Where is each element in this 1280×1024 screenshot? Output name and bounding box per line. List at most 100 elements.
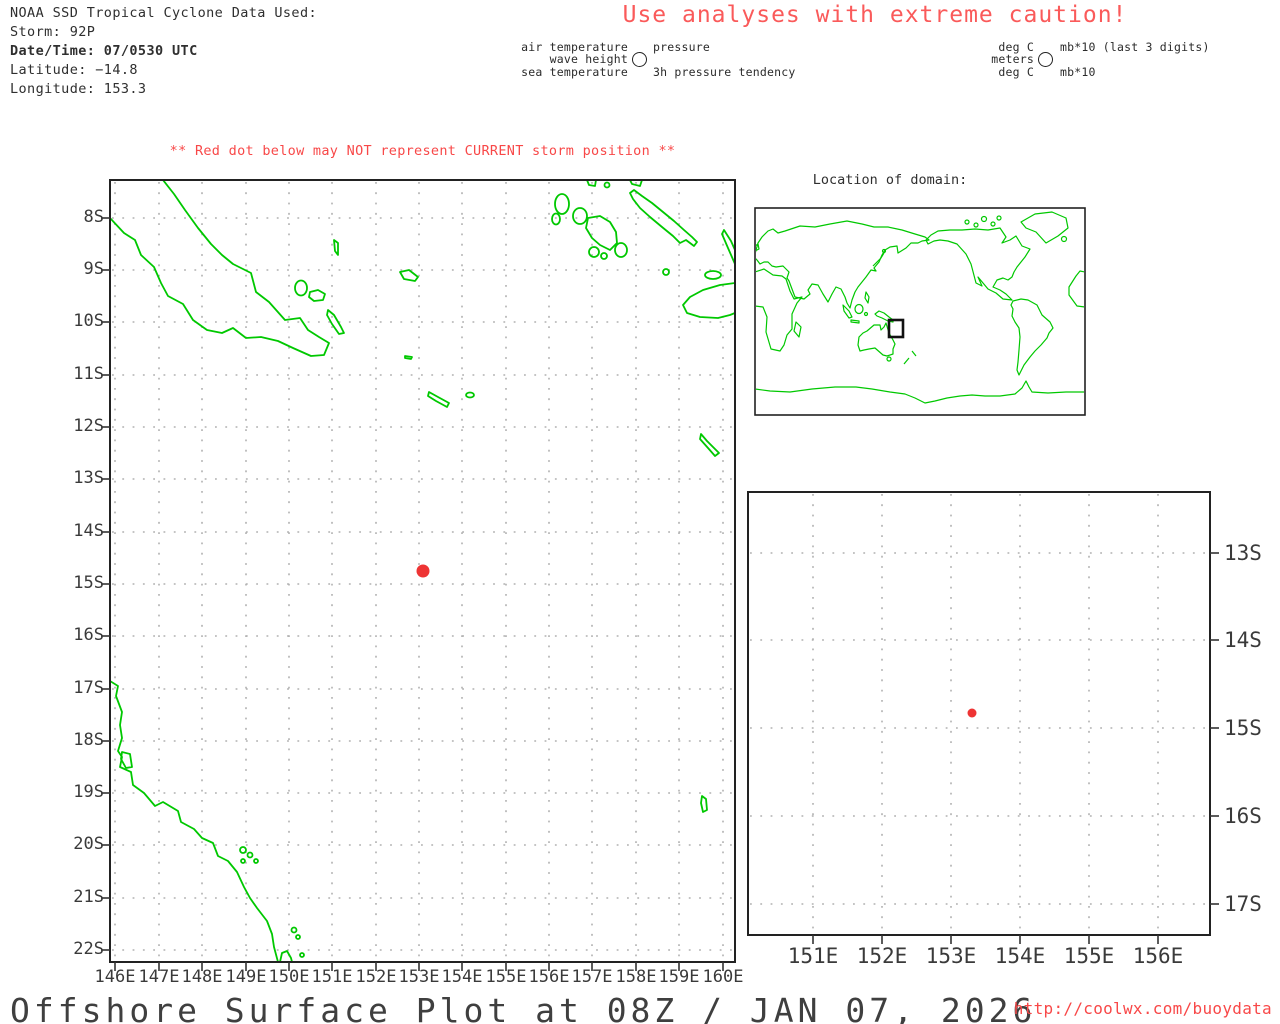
island-fauro [603,181,611,189]
storm-position-dot-main [416,564,430,578]
world-british-isles [756,243,760,252]
x-tick-label: 154E [441,967,483,987]
y-tick-label: 12S [73,416,104,436]
y-tick-label: 22S [73,939,104,959]
x-tick-label: 148E [181,967,223,987]
island-tetepare [600,252,608,260]
island-vangunu [614,242,628,258]
y-tick-label: 20S [73,834,104,854]
island-santa-isabel [629,189,698,247]
legend-unit-meters: meters [991,52,1034,66]
world-sulawesi [863,311,869,317]
x-tick-label: 157E [571,967,613,987]
legend-unit-degc-2: deg C [998,65,1034,79]
world-arctic-island-4 [990,221,996,227]
island-hinchinbrook [120,751,133,769]
legend-unit-degc-1: deg C [998,40,1034,54]
y-tick-label: 18S [73,730,104,750]
station-circle-icon [632,52,647,67]
y-tick-label: 16S [73,625,104,645]
island-tagula [427,391,450,408]
detail-y-tick-label: 15S [1224,716,1262,740]
world-north-america [925,227,1031,301]
detail-map-frame [747,491,1211,936]
world-africa-west [1068,270,1084,308]
detail-y-tick-label: 17S [1224,892,1262,916]
island-misima [404,355,413,360]
storm-position-warning: ** Red dot below may NOT represent CURRE… [169,143,676,159]
island-new-georgia [585,215,618,251]
world-iceland [1060,235,1068,243]
y-tick-label: 9S [83,259,104,279]
storm-position-dot-detail [967,708,977,718]
source-url: http://coolwx.com/buoydata [1013,999,1272,1018]
x-tick-label: 152E [355,967,397,987]
world-arctic-island-2 [973,222,979,228]
domain-inset-frame [754,207,1086,416]
x-tick-label: 151E [311,967,353,987]
island-choiseul-tip [629,181,643,187]
world-hokkaido [881,248,887,254]
island-fergusson [308,289,326,302]
main-map-coastlines [111,181,734,961]
y-tick-label: 11S [73,364,104,384]
legend-air-temperature: air temperature [521,40,628,54]
x-tick-label: 149E [225,967,267,987]
x-tick-label: 159E [658,967,700,987]
legend-unit-mb10: mb*10 [1060,65,1096,79]
x-tick-label: 156E [528,967,570,987]
island-russell [662,268,670,276]
world-philippines [864,291,870,304]
world-eurasia [756,220,930,309]
island-goodenough [294,279,308,297]
island-whitsunday-4 [240,858,246,864]
caution-banner: Use analyses with extreme caution! [622,2,1128,28]
island-guadalcanal-partial [682,282,734,319]
x-tick-label: 150E [268,967,310,987]
island-whitsunday-3 [253,858,259,864]
island-kiriwina [333,239,339,256]
main-map-frame [109,179,736,963]
y-tick-label: 17S [73,678,104,698]
domain-inset-map [754,207,1086,416]
island-coral-sea-islet [700,795,708,813]
y-tick-label: 19S [73,782,104,802]
detail-x-tick-label: 156E [1132,944,1184,968]
domain-inset-title: Location of domain: [812,172,968,188]
legend-wave-height: wave height [549,52,628,66]
detail-y-tick-label: 14S [1224,628,1262,652]
detail-map-grid [750,494,1208,933]
y-tick-label: 21S [73,887,104,907]
station-circle-units-icon [1038,52,1053,67]
island-woodlark [399,269,419,282]
island-percy-1 [290,926,298,934]
island-whitsunday-2 [246,851,254,859]
island-whitsunday-1 [239,846,247,854]
detail-map [747,491,1219,944]
world-africa-east [756,268,803,352]
x-tick-label: 155E [485,967,527,987]
x-tick-label: 147E [138,967,180,987]
detail-map-ticks [812,552,1219,944]
world-madagascar [793,321,802,338]
detail-y-tick-label: 13S [1224,541,1262,565]
y-tick-label: 8S [83,207,104,227]
detail-y-tick-label: 16S [1224,804,1262,828]
island-rossel [465,391,475,399]
world-arctic-island-3 [980,215,988,223]
island-malaita-partial [721,229,734,264]
coast-queensland-hook [279,950,293,961]
legend-unit-mb10-last3: mb*10 (last 3 digits) [1060,40,1210,54]
world-sumatra [842,304,853,319]
detail-x-tick-label: 152E [856,944,908,968]
legend-pressure: pressure [653,40,710,54]
island-rendova [588,246,600,258]
detail-x-tick-label: 151E [787,944,839,968]
island-normanby [326,309,345,335]
header-source-line: NOAA SSD Tropical Cyclone Data Used: [10,5,317,21]
world-new-zealand [903,350,917,365]
header-latitude-line: Latitude: −14.8 [10,62,138,78]
x-tick-label: 158E [615,967,657,987]
